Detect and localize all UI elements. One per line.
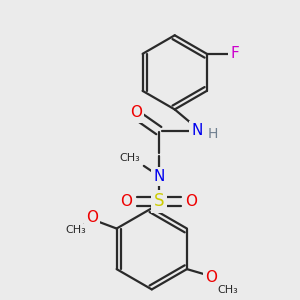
Text: O: O <box>86 210 98 225</box>
Text: N: N <box>191 123 202 138</box>
Text: CH₃: CH₃ <box>119 153 140 163</box>
Text: F: F <box>231 46 239 61</box>
Text: CH₃: CH₃ <box>217 285 238 295</box>
Text: O: O <box>185 194 197 209</box>
Text: CH₃: CH₃ <box>66 225 86 235</box>
Text: O: O <box>130 105 142 120</box>
Text: H: H <box>208 127 218 141</box>
Text: N: N <box>153 169 164 184</box>
Text: O: O <box>206 270 218 285</box>
Text: O: O <box>120 194 132 209</box>
Text: S: S <box>154 192 164 210</box>
